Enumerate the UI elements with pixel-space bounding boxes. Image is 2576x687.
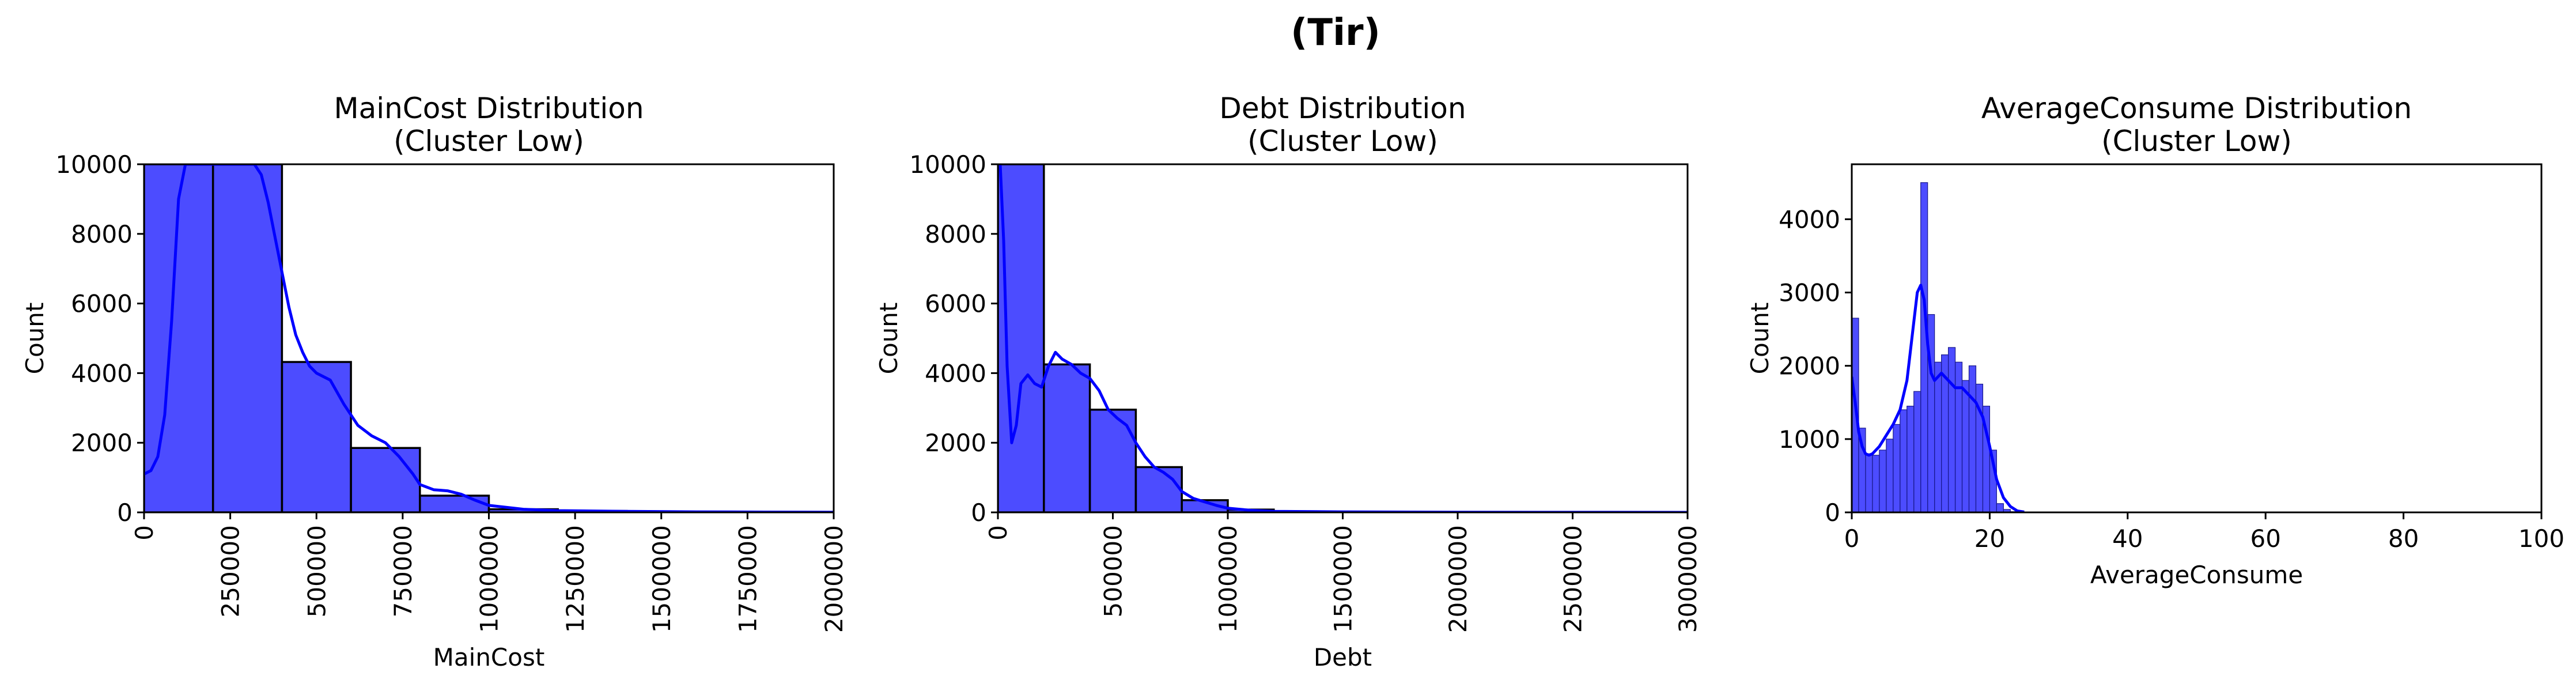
histogram-bar [1907,406,1915,512]
x-tick-label: 80 [2388,524,2419,553]
plot-area [1852,182,2025,512]
y-tick-label: 1000 [1779,425,1840,454]
y-tick-label: 3000 [1779,279,1840,307]
x-tick-label: 40 [2112,524,2143,553]
y-tick-label: 4000 [1779,205,1840,233]
histogram-bar [2003,509,2011,512]
y-tick-label: 2000 [71,429,133,457]
chart-title-line: MainCost Distribution [334,92,644,125]
chart-title-line: (Cluster Low) [2101,124,2292,158]
y-tick-label: 6000 [71,290,133,318]
x-tick-label: 0 [984,525,1012,541]
histogram-bar [998,164,1045,512]
axes-frame [1851,163,2543,514]
histogram-bar [1872,455,1880,512]
x-tick-label: 100 [2518,524,2564,553]
chart-panel-averageconsume: 0 1000 2000 3000 4000 0 20 40 60 80 100 AverageCons… [1746,92,2564,589]
x-tick-label: 250000 [217,525,245,617]
x-tick-label: 3000000 [1674,525,1702,633]
histogram-bar [281,361,352,512]
histogram-bar [1920,182,1928,512]
figure-suptitle: (Tir) [1291,12,1380,54]
y-tick-label: 10000 [55,150,133,179]
x-tick-label: 1250000 [561,525,589,633]
y-tick-label: 10000 [909,150,986,179]
histogram-bar [1934,361,1942,512]
x-tick-label: 1500000 [648,525,676,633]
plot-area [144,164,834,512]
y-tick-label: 0 [971,499,986,527]
x-axis-label: AverageConsume [2090,561,2303,589]
x-axis-label: Debt [1314,643,1372,671]
y-tick-label: 2000 [925,429,986,457]
histogram-bar [1968,365,1977,512]
y-tick-label: 8000 [925,220,986,248]
y-tick-label: 6000 [925,290,986,318]
y-tick-label: 2000 [1779,352,1840,380]
histogram-bar [1900,409,1908,512]
histogram-bar [1879,450,1887,512]
x-tick-label: 0 [1844,524,1860,553]
chart-panel-maincost: 0 2000 4000 6000 8000 10000 0 250000 500000 75000… [21,92,848,671]
x-tick-label: 1000000 [475,525,504,633]
x-tick-label: 0 [130,525,158,541]
kde-line [144,164,834,512]
y-tick-label: 0 [1825,499,1840,527]
y-tick-label: 0 [117,499,133,527]
y-tick-label: 8000 [71,220,133,248]
histogram-bar [1134,466,1183,512]
histogram-bar [1954,361,1963,512]
histogram-bar [211,164,283,512]
plot-area [998,164,1688,512]
y-tick-label: 4000 [925,359,986,387]
x-tick-label: 750000 [389,525,417,617]
histogram-bar [1088,409,1137,512]
histogram-bar [1043,363,1091,512]
chart-title-line: (Cluster Low) [1247,124,1438,158]
chart-panel-debt: 0 2000 4000 6000 8000 10000 0 500000 1000000 1500… [875,92,1702,671]
histogram-bar [1886,439,1894,512]
chart-title-line: (Cluster Low) [394,124,584,158]
x-tick-label: 2500000 [1559,525,1587,633]
y-axis-label: Count [875,303,903,375]
histogram-bar [1913,391,1921,512]
x-tick-label: 20 [1974,524,2005,553]
histogram-bar [1947,347,1956,512]
chart-title-line: AverageConsume Distribution [1981,92,2412,125]
x-tick-label: 1500000 [1329,525,1357,633]
x-axis-label: MainCost [433,643,545,671]
x-tick-label: 500000 [1099,525,1128,617]
kde-line [998,164,1688,512]
y-axis-label: Count [1746,303,1774,375]
x-tick-label: 2000000 [820,525,848,633]
histogram-bar [1961,380,1970,512]
x-tick-label: 500000 [302,525,331,617]
kde-line [1852,284,2025,512]
y-axis-label: Count [21,303,49,375]
x-tick-label: 60 [2250,524,2280,553]
histogram-bar [419,495,490,512]
histogram-bar [1893,424,1901,512]
x-tick-label: 1750000 [733,525,762,633]
histogram-bar [350,447,421,512]
y-tick-label: 4000 [71,359,133,387]
histogram-bar [1996,503,2004,512]
x-tick-label: 2000000 [1444,525,1472,633]
x-tick-label: 1000000 [1214,525,1242,633]
chart-title-line: Debt Distribution [1219,92,1466,125]
histogram-bar [1865,453,1873,512]
